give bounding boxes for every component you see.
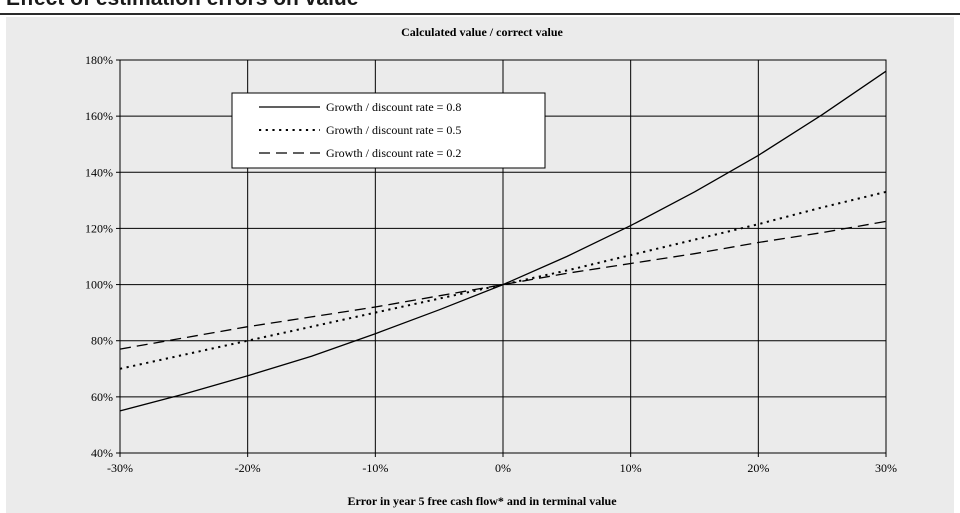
- grid: [116, 59, 887, 457]
- legend-label: Growth / discount rate = 0.8: [326, 100, 461, 114]
- series-lines: [119, 70, 887, 412]
- top-strip: Effect of estimation errors on value: [0, 0, 960, 14]
- x-tick-label: -20%: [235, 461, 261, 475]
- series-line-solid: [119, 70, 887, 412]
- x-tick-label: -10%: [362, 461, 388, 475]
- y-tick-label: 80%: [91, 334, 113, 348]
- legend-box: [231, 92, 546, 169]
- series-line-dashed: [119, 220, 887, 350]
- axis-tick-labels: 40% 60% 80% 100% 120% 140% 160% 180% -30% -20% -10…: [85, 53, 897, 475]
- plot-border: [119, 59, 887, 454]
- x-tick-label: 0%: [495, 461, 511, 475]
- y-tick-label: 140%: [85, 165, 113, 179]
- y-tick-label: 180%: [85, 53, 113, 67]
- y-tick-label: 120%: [85, 221, 113, 235]
- y-tick-label: 100%: [85, 278, 113, 292]
- legend: Growth / discount rate = 0.8 Growth / dis…: [231, 92, 546, 169]
- y-tick-label: 60%: [91, 390, 113, 404]
- x-tick-label: -30%: [107, 461, 133, 475]
- page-heading: Effect of estimation errors on value: [6, 0, 358, 11]
- x-axis-label: Error in year 5 free cash flow* and in t…: [347, 494, 617, 508]
- chart-panel: Calculated value / correct value 40% 60% 8…: [6, 17, 954, 513]
- x-tick-label: 30%: [875, 461, 897, 475]
- header-divider: [0, 13, 960, 15]
- y-tick-label: 40%: [91, 446, 113, 460]
- x-tick-label: 20%: [747, 461, 769, 475]
- line-chart: Calculated value / correct value 40% 60% 8…: [85, 25, 897, 508]
- chart-title: Calculated value / correct value: [401, 25, 563, 39]
- y-tick-label: 160%: [85, 109, 113, 123]
- x-tick-label: 10%: [620, 461, 642, 475]
- legend-label: Growth / discount rate = 0.5: [326, 123, 461, 137]
- legend-label: Growth / discount rate = 0.2: [326, 146, 461, 160]
